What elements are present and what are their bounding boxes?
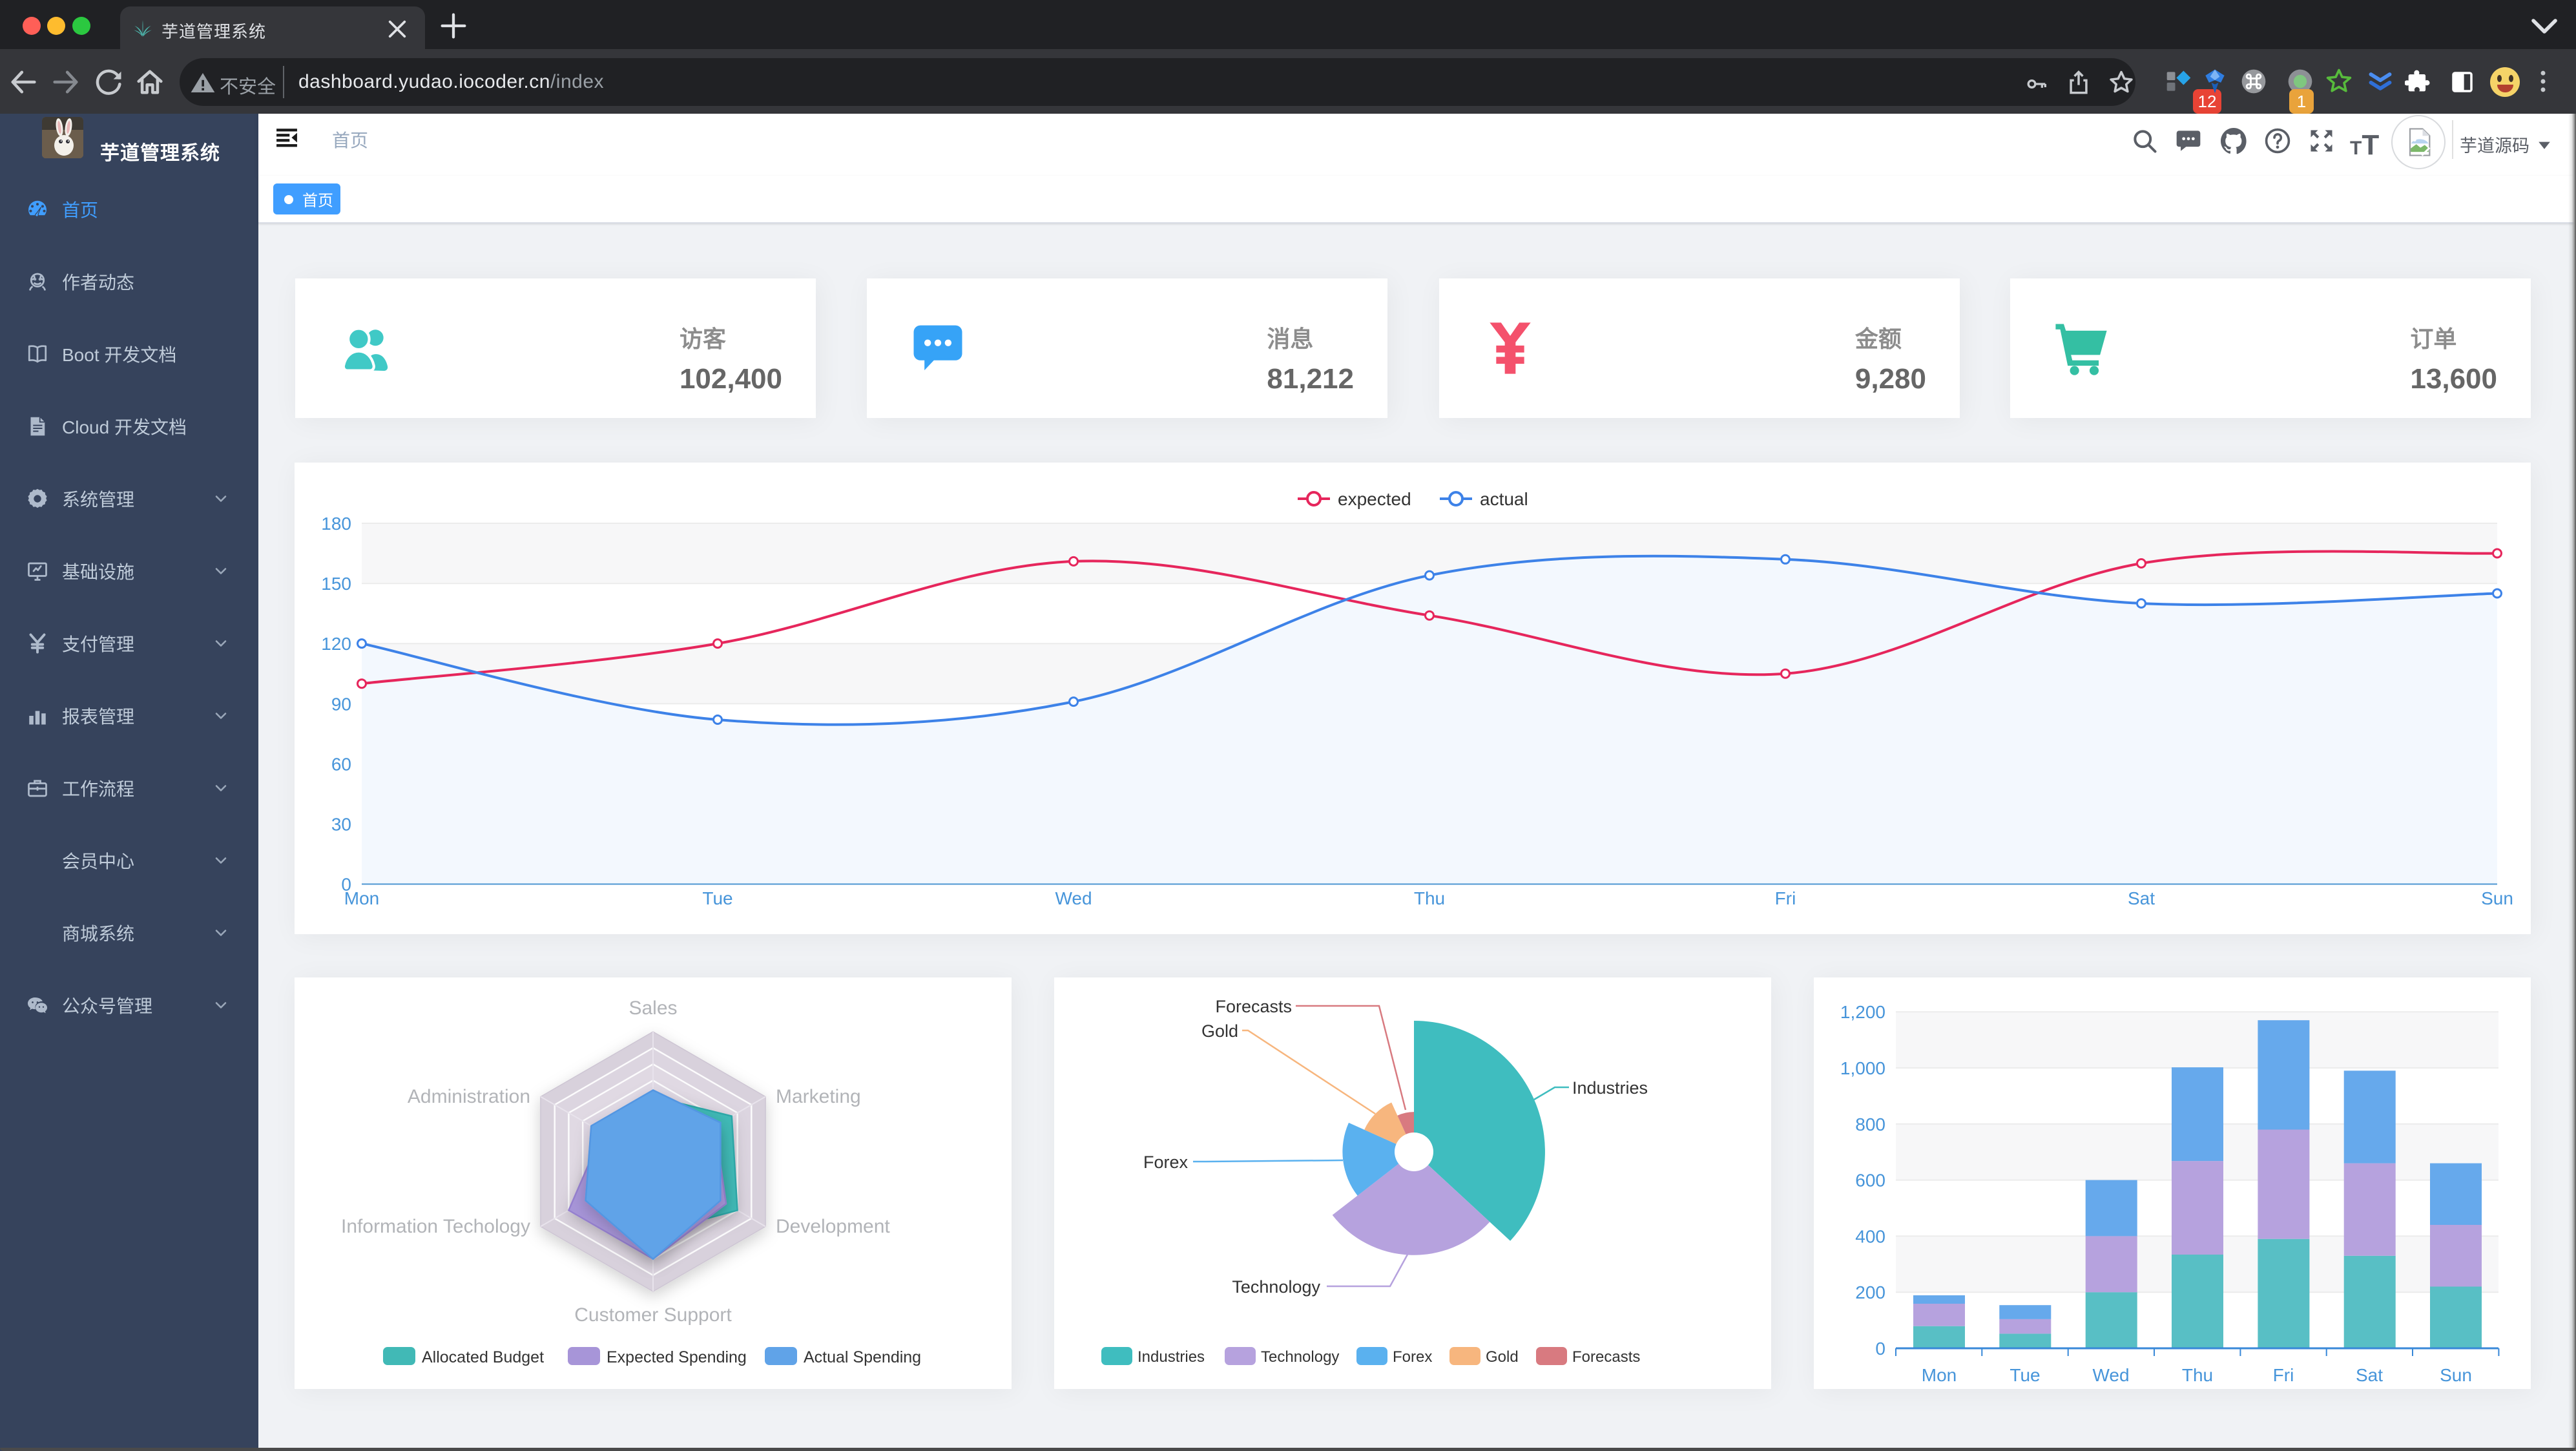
svg-text:180: 180 [321,514,351,534]
svg-text:Mon: Mon [1922,1365,1957,1385]
svg-text:Sun: Sun [2481,888,2513,908]
svg-text:Tue: Tue [2010,1365,2040,1385]
svg-text:Gold: Gold [1486,1348,1519,1366]
svg-text:actual: actual [1480,489,1528,509]
svg-text:Fri: Fri [1775,888,1796,908]
svg-text:Allocated Budget: Allocated Budget [422,1348,544,1366]
svg-text:Information Techology: Information Techology [341,1216,530,1237]
svg-text:Thu: Thu [1414,888,1445,908]
svg-text:Customer Support: Customer Support [574,1304,732,1326]
svg-text:Forecasts: Forecasts [1572,1348,1640,1366]
svg-text:Fri: Fri [2273,1365,2294,1385]
svg-text:0: 0 [341,875,351,895]
svg-text:0: 0 [1875,1339,1885,1359]
svg-text:Technology: Technology [1261,1348,1339,1366]
svg-text:600: 600 [1855,1171,1885,1191]
svg-text:Sun: Sun [2440,1365,2472,1385]
svg-text:Wed: Wed [1055,888,1092,908]
svg-text:200: 200 [1855,1282,1885,1302]
svg-text:Industries: Industries [1137,1348,1205,1366]
svg-text:1,000: 1,000 [1840,1058,1885,1078]
svg-text:Wed: Wed [2092,1365,2129,1385]
svg-text:Development: Development [776,1216,890,1237]
svg-text:Industries: Industries [1572,1078,1648,1098]
svg-text:400: 400 [1855,1226,1885,1246]
svg-text:150: 150 [321,574,351,594]
svg-text:Thu: Thu [2182,1365,2213,1385]
svg-text:120: 120 [321,634,351,654]
svg-text:Administration: Administration [408,1086,530,1107]
svg-text:90: 90 [331,694,351,714]
svg-text:Sales: Sales [628,997,677,1019]
svg-text:Tue: Tue [702,888,732,908]
svg-text:Technology: Technology [1232,1277,1320,1297]
svg-text:Forecasts: Forecasts [1215,997,1292,1016]
svg-text:Marketing: Marketing [776,1086,861,1107]
svg-text:30: 30 [331,815,351,835]
svg-text:Sat: Sat [2128,888,2155,908]
svg-text:Mon: Mon [344,888,379,908]
svg-text:Gold: Gold [1201,1021,1238,1041]
svg-text:Actual Spending: Actual Spending [804,1348,921,1366]
svg-text:Sat: Sat [2356,1365,2383,1385]
svg-text:Forex: Forex [1393,1348,1432,1366]
svg-text:800: 800 [1855,1114,1885,1134]
svg-text:60: 60 [331,754,351,774]
svg-text:expected: expected [1338,489,1411,509]
svg-text:1,200: 1,200 [1840,1002,1885,1022]
svg-text:Expected Spending: Expected Spending [607,1348,747,1366]
svg-text:Forex: Forex [1143,1153,1189,1172]
